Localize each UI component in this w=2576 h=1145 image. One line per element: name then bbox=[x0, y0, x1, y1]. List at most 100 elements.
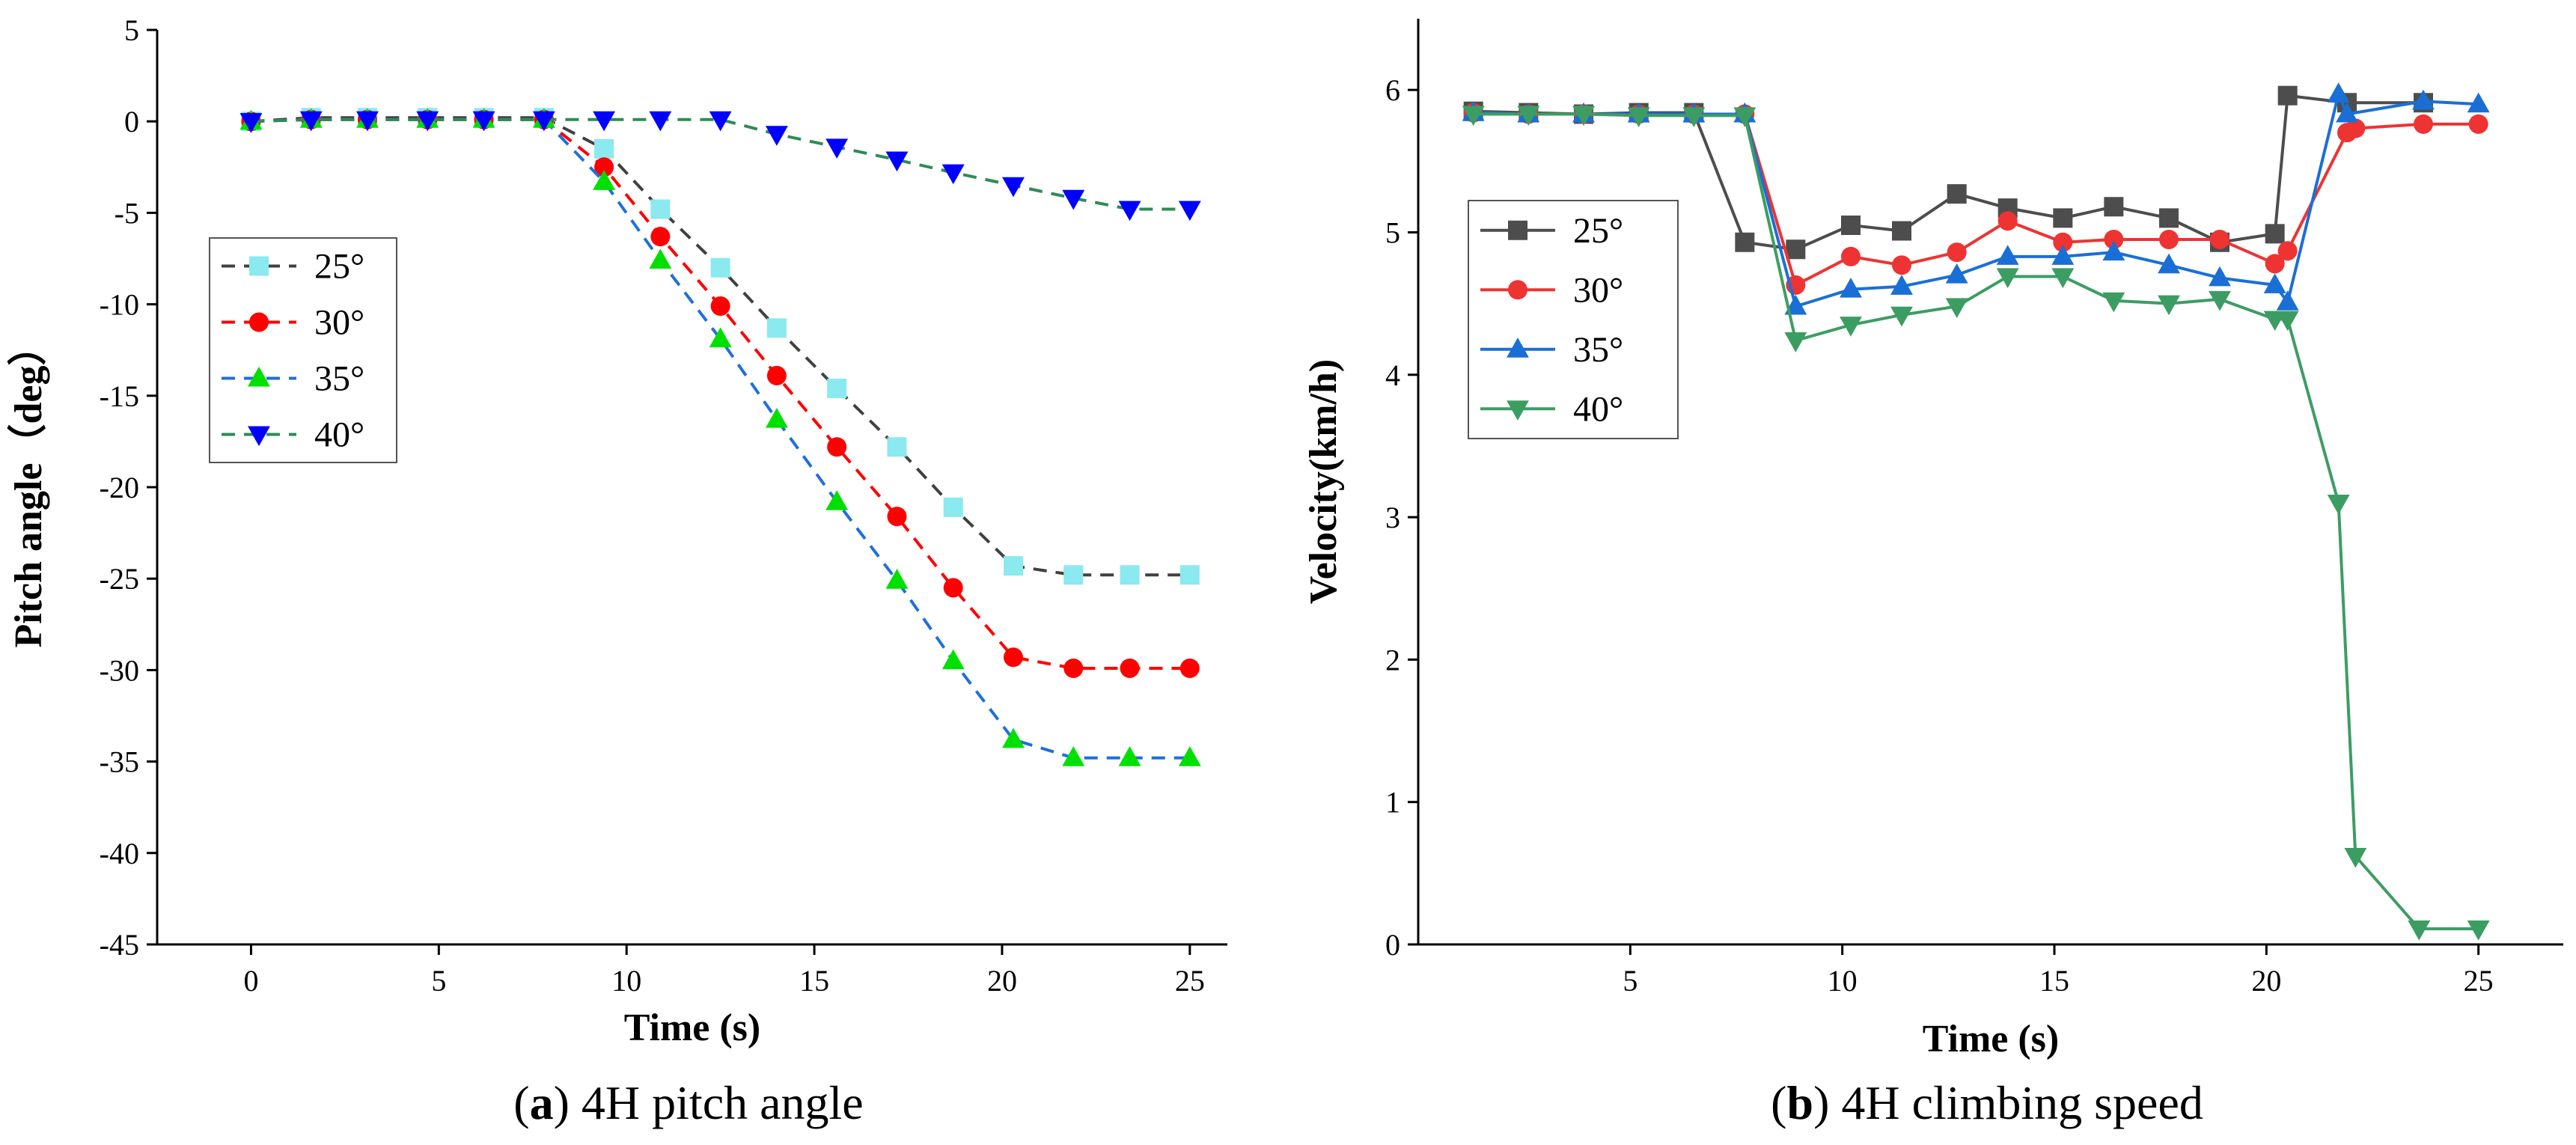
data-point-0 bbox=[943, 497, 963, 517]
data-point-3 bbox=[356, 111, 379, 132]
data-point-2 bbox=[1178, 746, 1201, 766]
data-point-3 bbox=[825, 138, 849, 159]
data-point-2 bbox=[941, 649, 965, 670]
x-tick-label: 15 bbox=[2039, 964, 2069, 998]
data-point-3 bbox=[2467, 920, 2490, 941]
data-point-2 bbox=[593, 170, 616, 190]
data-point-3 bbox=[239, 113, 263, 133]
data-point-1 bbox=[1063, 658, 1084, 678]
data-point-2 bbox=[709, 327, 732, 348]
data-point-1 bbox=[2468, 114, 2488, 134]
data-point-0 bbox=[1004, 556, 1023, 576]
legend-label-2: 35° bbox=[314, 359, 364, 399]
data-point-3 bbox=[532, 111, 555, 132]
data-point-0 bbox=[766, 318, 787, 338]
y-tick-label: 1 bbox=[1385, 786, 1400, 819]
data-point-1 bbox=[2414, 114, 2433, 134]
data-point-0 bbox=[650, 199, 671, 219]
data-point-2 bbox=[1840, 277, 1862, 298]
data-point-1 bbox=[766, 365, 787, 385]
data-point-0 bbox=[1179, 565, 1200, 585]
data-point-2 bbox=[885, 569, 909, 589]
x-tick-label: 5 bbox=[431, 964, 446, 998]
data-point-2 bbox=[1996, 245, 2019, 265]
legend-box bbox=[209, 237, 397, 463]
data-point-3 bbox=[2408, 920, 2431, 941]
y-tick-label: -5 bbox=[115, 196, 139, 230]
data-point-1 bbox=[1004, 647, 1023, 668]
x-tick-label: 15 bbox=[799, 964, 829, 998]
data-point-0 bbox=[1120, 565, 1140, 585]
data-point-0 bbox=[1947, 184, 1967, 204]
y-tick-label: 5 bbox=[124, 13, 139, 47]
data-point-1 bbox=[1892, 255, 1911, 275]
x-tick-label: 25 bbox=[2464, 964, 2494, 998]
y-tick-label: -15 bbox=[100, 379, 139, 413]
y-tick-label: 3 bbox=[1385, 501, 1400, 534]
data-point-2 bbox=[2327, 82, 2350, 103]
data-point-1 bbox=[2210, 229, 2229, 249]
data-point-3 bbox=[1178, 201, 1201, 222]
data-point-2 bbox=[2158, 253, 2180, 274]
legend-label-0: 25° bbox=[1573, 211, 1623, 251]
y-axis-title: Pitch angle（deg） bbox=[7, 327, 50, 648]
data-point-2 bbox=[1062, 746, 1085, 766]
data-point-1 bbox=[710, 296, 730, 317]
data-point-3 bbox=[2344, 847, 2367, 868]
data-point-3 bbox=[472, 111, 495, 132]
x-axis-title: Time (s) bbox=[624, 1007, 760, 1049]
data-point-0 bbox=[2104, 197, 2124, 217]
x-tick-label: 5 bbox=[1623, 964, 1638, 998]
data-point-1 bbox=[594, 157, 614, 177]
legend-marker-1 bbox=[1508, 280, 1527, 300]
data-point-0 bbox=[2159, 208, 2179, 228]
legend-box bbox=[1468, 200, 1679, 439]
data-point-0 bbox=[1786, 239, 1806, 260]
y-tick-label: -40 bbox=[100, 837, 139, 870]
y-tick-label: 4 bbox=[1385, 358, 1400, 392]
data-point-1 bbox=[1120, 658, 1140, 678]
x-tick-label: 10 bbox=[611, 964, 641, 998]
legend-marker-3 bbox=[1507, 400, 1529, 421]
data-point-1 bbox=[1841, 246, 1861, 266]
data-point-1 bbox=[2159, 229, 2179, 249]
data-point-2 bbox=[2467, 92, 2490, 113]
data-point-0 bbox=[2265, 224, 2285, 244]
legend-marker-0 bbox=[1508, 220, 1527, 240]
data-point-1 bbox=[2053, 232, 2073, 252]
data-point-1 bbox=[2345, 118, 2366, 138]
y-tick-label: -30 bbox=[100, 653, 139, 687]
legend-label-1: 30° bbox=[314, 303, 364, 343]
data-point-1 bbox=[1997, 211, 2018, 231]
data-point-3 bbox=[2158, 295, 2180, 316]
data-point-0 bbox=[887, 437, 907, 457]
data-point-2 bbox=[2051, 245, 2075, 265]
y-tick-label: -25 bbox=[100, 562, 139, 596]
legend-label-3: 40° bbox=[1573, 389, 1623, 429]
x-tick-label: 20 bbox=[2251, 964, 2281, 998]
data-point-3 bbox=[1840, 317, 1862, 337]
data-point-1 bbox=[2277, 241, 2298, 261]
data-point-1 bbox=[1947, 242, 1967, 263]
y-tick-label: -10 bbox=[100, 288, 139, 322]
data-point-1 bbox=[827, 437, 847, 457]
data-point-1 bbox=[1179, 658, 1200, 678]
data-point-0 bbox=[2277, 85, 2298, 106]
y-tick-label: 6 bbox=[1385, 73, 1400, 107]
legend-marker-2 bbox=[1507, 338, 1529, 358]
data-point-0 bbox=[1892, 221, 1911, 241]
x-tick-label: 25 bbox=[1175, 964, 1205, 998]
data-point-2 bbox=[2209, 266, 2231, 287]
legend-marker-1 bbox=[249, 312, 269, 332]
data-point-3 bbox=[941, 164, 965, 185]
data-point-0 bbox=[1841, 215, 1861, 235]
legend-label-1: 30° bbox=[1573, 270, 1623, 310]
data-point-1 bbox=[943, 578, 963, 598]
data-point-2 bbox=[2336, 102, 2358, 123]
data-point-3 bbox=[1517, 106, 1540, 126]
legend-label-3: 40° bbox=[314, 415, 364, 455]
y-tick-label: 0 bbox=[1385, 928, 1400, 962]
data-point-3 bbox=[765, 126, 788, 146]
data-point-0 bbox=[594, 138, 614, 159]
data-point-3 bbox=[885, 151, 909, 172]
